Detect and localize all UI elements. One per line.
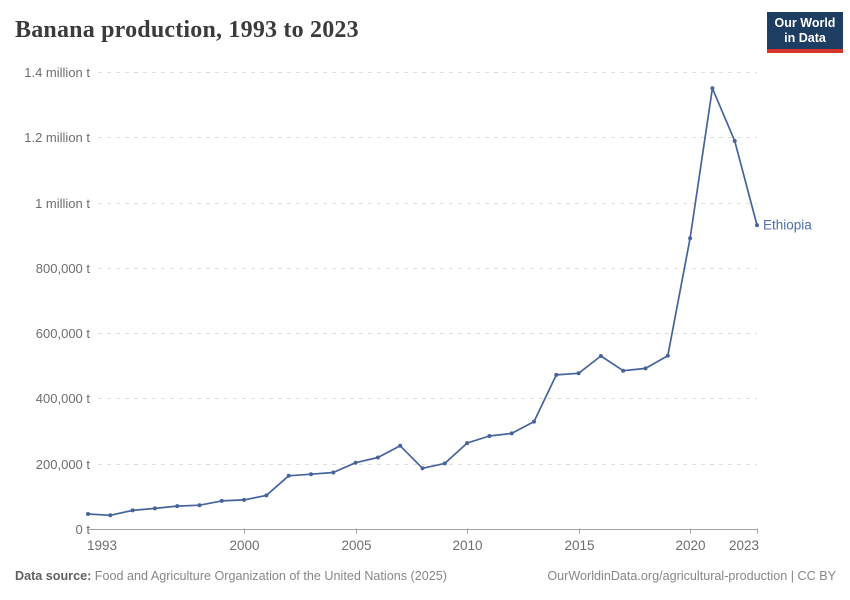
data-point-1996[interactable] (152, 506, 157, 511)
x-axis-label: 1993 (87, 538, 117, 553)
data-point-2010[interactable] (465, 441, 470, 446)
data-source-text: Food and Agriculture Organization of the… (94, 569, 447, 583)
data-point-2006[interactable] (375, 455, 380, 460)
line-chart-canvas[interactable]: 0 t 200,000 t 400,000 t 600,000 t 800,000 t 1… (0, 0, 850, 562)
data-point-2015[interactable] (576, 371, 581, 376)
x-axis-label: 2023 (729, 538, 759, 553)
data-point-1999[interactable] (219, 498, 224, 503)
data-source-note: Data source: Food and Agriculture Organi… (15, 569, 447, 583)
data-point-1994[interactable] (108, 513, 113, 518)
data-point-2016[interactable] (598, 354, 603, 358)
owid-logo[interactable]: Our World in Data (767, 12, 843, 53)
x-axis-label: 2010 (452, 538, 482, 553)
data-point-2008[interactable] (420, 466, 425, 471)
data-point-2005[interactable] (353, 460, 358, 465)
series-label-ethiopia[interactable]: Ethiopia (763, 218, 812, 233)
y-axis-label: 1.2 million t (24, 130, 90, 145)
data-point-2023[interactable] (755, 223, 759, 228)
x-axis-label: 2005 (341, 538, 371, 553)
y-axis-label: 1 million t (35, 196, 90, 211)
y-axis-label: 1.4 million t (24, 65, 90, 80)
data-point-2007[interactable] (398, 443, 403, 448)
ethiopia-line[interactable] (87, 87, 758, 517)
x-axis-label: 2000 (229, 538, 259, 553)
data-point-2012[interactable] (509, 431, 514, 436)
data-source-label: Data source: (15, 569, 92, 583)
data-point-1995[interactable] (130, 508, 135, 513)
data-point-1998[interactable] (197, 503, 202, 508)
data-point-2001[interactable] (264, 493, 269, 498)
data-point-2004[interactable] (331, 470, 336, 475)
data-point-2021[interactable] (710, 86, 715, 91)
data-point-2002[interactable] (286, 473, 291, 478)
data-point-2003[interactable] (309, 472, 313, 477)
data-point-1993[interactable] (86, 512, 90, 516)
owid-logo-line2: in Data (784, 30, 826, 45)
data-point-2022[interactable] (732, 138, 737, 143)
y-axis-label: 800,000 t (36, 261, 91, 276)
data-point-2013[interactable] (532, 419, 536, 424)
data-point-2000[interactable] (242, 497, 247, 502)
footer: Data source: Food and Agriculture Organi… (15, 569, 836, 583)
y-axis-label: 0 t (76, 522, 91, 537)
y-axis-label: 400,000 t (36, 391, 91, 406)
attribution-link[interactable]: OurWorldinData.org/agricultural-producti… (547, 569, 836, 583)
owid-logo-line1: Our World (774, 15, 836, 30)
data-point-2011[interactable] (487, 434, 492, 438)
data-point-2017[interactable] (621, 368, 626, 373)
data-point-1997[interactable] (175, 504, 180, 509)
data-point-2009[interactable] (442, 461, 447, 466)
data-point-2020[interactable] (688, 236, 693, 241)
y-axis-label: 200,000 t (36, 457, 91, 472)
y-axis-label: 600,000 t (36, 326, 91, 341)
x-axis-label: 2020 (675, 538, 705, 553)
data-point-2018[interactable] (643, 366, 648, 371)
page-title: Banana production, 1993 to 2023 (15, 17, 359, 43)
data-point-2019[interactable] (665, 353, 670, 358)
x-axis-label: 2015 (564, 538, 594, 553)
data-point-2014[interactable] (554, 372, 559, 377)
